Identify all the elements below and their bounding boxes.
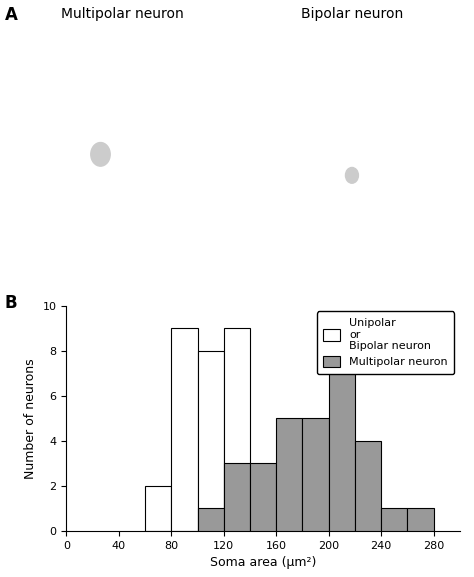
Bar (224, 463, 250, 531)
Bar (276, 418, 302, 531)
Bar (171, 328, 198, 531)
Bar (198, 351, 224, 531)
Circle shape (84, 134, 117, 174)
X-axis label: Soma area (μm²): Soma area (μm²) (210, 556, 316, 569)
Bar (407, 508, 434, 531)
Legend: Unipolar
or
Bipolar neuron, Multipolar neuron: Unipolar or Bipolar neuron, Multipolar n… (317, 312, 454, 374)
Bar (381, 508, 407, 531)
Circle shape (346, 167, 358, 183)
Bar (328, 351, 355, 531)
Y-axis label: Number of neurons: Number of neurons (24, 358, 37, 479)
Circle shape (340, 161, 364, 190)
Text: A: A (5, 6, 18, 24)
Text: B: B (5, 294, 18, 312)
Title: Bipolar neuron: Bipolar neuron (301, 6, 403, 21)
Bar (224, 328, 250, 531)
Title: Multipolar neuron: Multipolar neuron (61, 6, 183, 21)
Bar (355, 441, 381, 531)
Bar (198, 508, 224, 531)
Bar (145, 486, 171, 531)
Bar (302, 418, 328, 531)
Circle shape (91, 143, 110, 166)
Bar (250, 463, 276, 531)
